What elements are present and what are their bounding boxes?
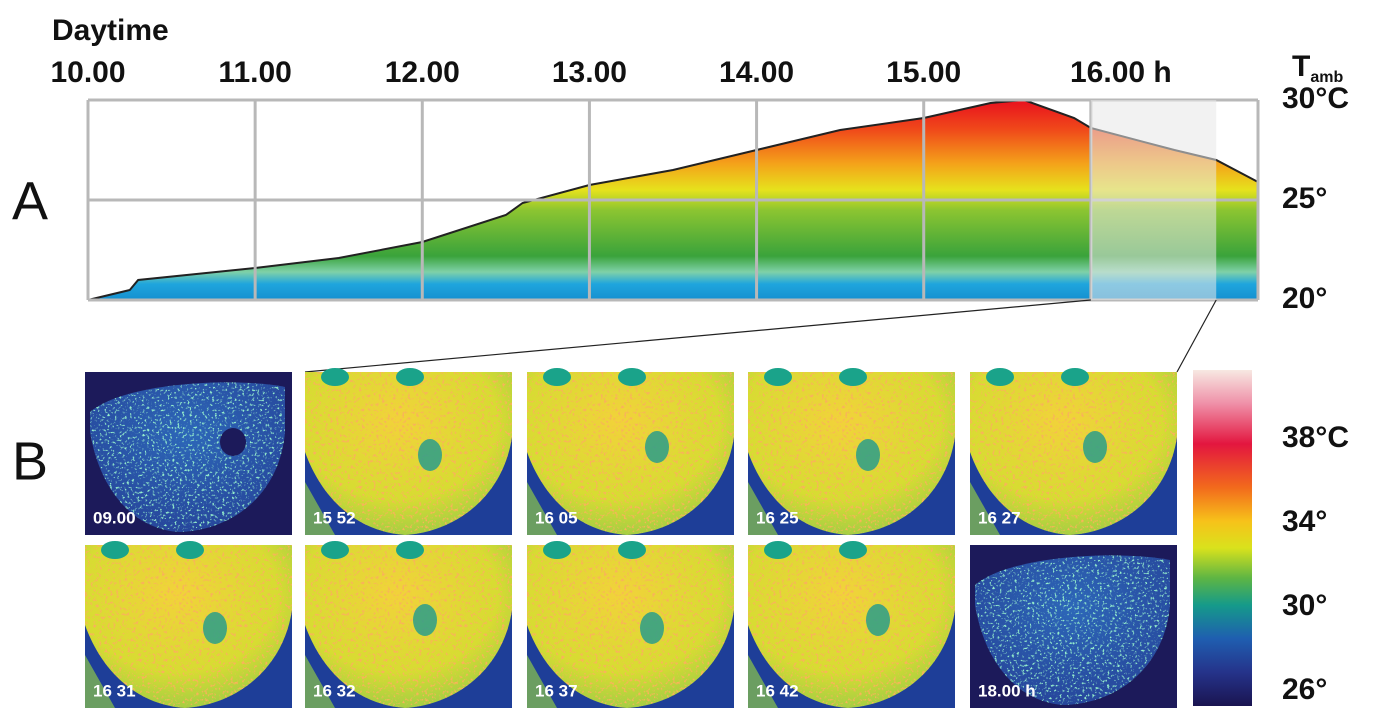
- colorbar-tick-label: 38°C: [1282, 421, 1349, 454]
- image-time-label: 16 31: [93, 681, 136, 700]
- panel-letter: A: [12, 171, 48, 231]
- panel-letter: B: [12, 431, 48, 491]
- thermal-image: 16 32: [305, 541, 512, 708]
- y-tick-label: 20°: [1282, 282, 1327, 315]
- image-spot: [764, 541, 792, 559]
- image-time-label: 16 27: [978, 508, 1021, 527]
- x-tick-label: 10.00: [50, 56, 125, 89]
- x-tick-label: 12.00: [385, 56, 460, 89]
- thermal-image: 16 37: [527, 541, 734, 708]
- connector: [1177, 300, 1216, 372]
- image-spot: [413, 604, 437, 636]
- connector: [305, 300, 1091, 372]
- thermal-image: 16 05: [527, 368, 734, 535]
- x-tick-label: 14.00: [719, 56, 794, 89]
- thermal-image: 09.00: [85, 372, 292, 535]
- image-spot: [839, 541, 867, 559]
- image-time-label: 09.00: [93, 508, 136, 527]
- image-spot: [645, 431, 669, 463]
- colorbar-tick-label: 30°: [1282, 589, 1327, 622]
- image-spot: [640, 612, 664, 644]
- x-tick-label: 13.00: [552, 56, 627, 89]
- x-tick-label: 16.00 h: [1070, 56, 1172, 89]
- colorbar: 38°C 34° 30° 26°: [1193, 370, 1349, 706]
- image-time-label: 18.00 h: [978, 681, 1036, 700]
- image-spot: [618, 368, 646, 386]
- image-spot: [986, 368, 1014, 386]
- y-tick-label: 30°C: [1282, 82, 1349, 115]
- thermal-image: 18.00 h: [970, 545, 1177, 708]
- colorbar-tick-label: 34°: [1282, 505, 1327, 538]
- image-time-label: 16 05: [535, 508, 578, 527]
- thermal-image: 16 42: [748, 541, 955, 708]
- y-axis-title: Tamb: [1292, 50, 1343, 86]
- plot-area: 10.00 11.00 12.00 13.00 14.00 15.00 16.00 h 30°…: [50, 56, 1349, 315]
- image-spot: [321, 368, 349, 386]
- image-time-label: 16 42: [756, 681, 799, 700]
- image-spot: [321, 541, 349, 559]
- image-time-label: 16 32: [313, 681, 356, 700]
- thermal-images: 09.00 15 52 16 05 16 25 16 27 16 31 16 32 16 37…: [85, 300, 1216, 708]
- image-spot: [866, 604, 890, 636]
- thermal-image: 15 52: [305, 368, 512, 535]
- image-spot: [543, 541, 571, 559]
- image-spot: [618, 541, 646, 559]
- image-spot: [220, 428, 246, 456]
- image-time-label: 15 52: [313, 508, 356, 527]
- image-spot: [839, 368, 867, 386]
- highlight: [1091, 100, 1216, 300]
- x-axis-title: Daytime: [52, 14, 169, 47]
- image-spot: [176, 541, 204, 559]
- colorbar-scale: [1193, 370, 1252, 706]
- colorbar-tick-label: 26°: [1282, 673, 1327, 706]
- image-spot: [543, 368, 571, 386]
- y-axis-title-main: T: [1292, 50, 1310, 83]
- x-tick-label: 11.00: [218, 56, 291, 89]
- image-spot: [396, 368, 424, 386]
- image-spot: [856, 439, 880, 471]
- thermal-image: 16 25: [748, 368, 955, 535]
- image-spot: [101, 541, 129, 559]
- image-time-label: 16 25: [756, 508, 799, 527]
- image-time-label: 16 37: [535, 681, 578, 700]
- image-spot: [1061, 368, 1089, 386]
- image-spot: [203, 612, 227, 644]
- x-tick-label: 15.00: [886, 56, 961, 89]
- thermal-image: 16 31: [85, 541, 292, 708]
- figure: A B Daytime Tamb 10.00 11.00 12.00 13.00 14.…: [0, 0, 1388, 716]
- image-spot: [418, 439, 442, 471]
- thermal-image: 16 27: [970, 368, 1177, 535]
- y-tick-label: 25°: [1282, 182, 1327, 215]
- image-spot: [396, 541, 424, 559]
- image-spot: [764, 368, 792, 386]
- image-spot: [1083, 431, 1107, 463]
